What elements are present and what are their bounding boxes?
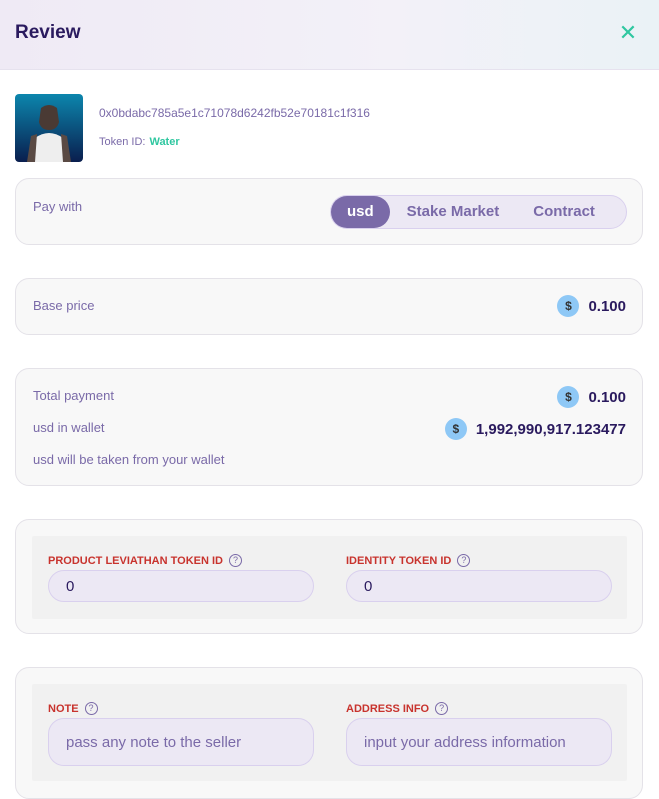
product-token-input[interactable] xyxy=(48,570,314,602)
token-address: 0x0bdabc785a5e1c71078d6242fb52e70181c1f3… xyxy=(99,106,370,120)
token-fields-card: PRODUCT LEVIATHAN TOKEN ID? IDENTITY TOK… xyxy=(15,519,643,634)
wallet-note: usd will be taken from your wallet xyxy=(33,452,225,467)
dollar-coin-icon: $ xyxy=(557,386,580,408)
address-info-label-text: ADDRESS INFO xyxy=(346,702,430,715)
identity-token-label-text: IDENTITY TOKEN ID xyxy=(346,554,452,567)
token-id-label: Token ID: xyxy=(99,136,146,148)
modal-header: Review ✕ xyxy=(0,0,659,70)
payment-method-toggle[interactable]: usd Stake Market Contract xyxy=(330,195,627,229)
note-fields-panel: NOTE? ADDRESS INFO? xyxy=(32,684,627,781)
help-icon[interactable]: ? xyxy=(84,702,98,715)
note-label: NOTE? xyxy=(48,702,98,715)
option-contract[interactable]: Contract xyxy=(533,203,595,220)
pay-with-card: Pay with usd Stake Market Contract xyxy=(15,178,643,245)
token-fields-panel: PRODUCT LEVIATHAN TOKEN ID? IDENTITY TOK… xyxy=(32,536,627,619)
wallet-value: 1,992,990,917.123477 xyxy=(475,420,626,438)
help-icon[interactable]: ? xyxy=(457,554,471,567)
pay-with-label: Pay with xyxy=(33,199,83,214)
close-icon[interactable]: ✕ xyxy=(618,20,638,45)
base-price-value: 0.100 xyxy=(588,297,626,315)
token-id: Token ID: Water xyxy=(99,136,180,148)
base-price-label: Base price xyxy=(33,298,95,313)
payment-summary-card: Total payment $0.100 usd in wallet $1,99… xyxy=(15,368,643,486)
product-token-label: PRODUCT LEVIATHAN TOKEN ID? xyxy=(48,554,242,567)
total-payment-value: 0.100 xyxy=(588,388,626,406)
address-info-input[interactable] xyxy=(346,718,612,766)
character-image xyxy=(27,105,71,162)
dollar-coin-icon: $ xyxy=(444,418,467,440)
note-input[interactable] xyxy=(48,718,314,766)
total-payment-label: Total payment xyxy=(33,388,114,403)
wallet-amount: $1,992,990,917.123477 xyxy=(444,418,626,440)
option-usd[interactable]: usd xyxy=(331,196,390,228)
address-info-label: ADDRESS INFO? xyxy=(346,702,449,715)
note-label-text: NOTE xyxy=(48,702,79,715)
note-fields-card: NOTE? ADDRESS INFO? xyxy=(15,667,643,799)
base-price-card: Base price $0.100 xyxy=(15,278,643,335)
identity-token-input[interactable] xyxy=(346,570,612,602)
dollar-coin-icon: $ xyxy=(557,295,580,317)
nft-avatar xyxy=(15,94,83,162)
option-stake-market[interactable]: Stake Market xyxy=(406,203,500,220)
token-id-value: Water xyxy=(149,136,180,148)
help-icon[interactable]: ? xyxy=(435,702,449,715)
identity-token-label: IDENTITY TOKEN ID? xyxy=(346,554,471,567)
base-price-amount: $0.100 xyxy=(557,295,626,317)
total-payment-amount: $0.100 xyxy=(557,386,626,408)
product-token-label-text: PRODUCT LEVIATHAN TOKEN ID xyxy=(48,554,223,567)
modal-title: Review xyxy=(15,22,81,43)
help-icon[interactable]: ? xyxy=(229,554,242,567)
wallet-label: usd in wallet xyxy=(33,420,105,435)
